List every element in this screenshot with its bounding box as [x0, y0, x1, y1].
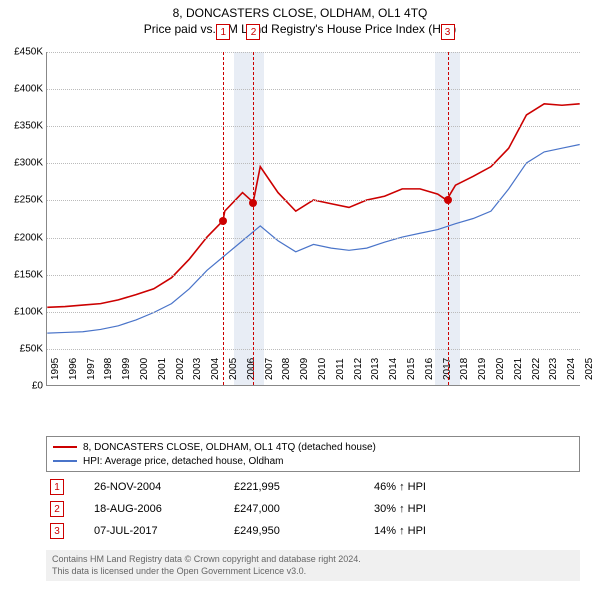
marker-line [448, 52, 449, 385]
x-axis-label: 2010 [317, 358, 328, 380]
marker-number-box: 3 [441, 24, 455, 40]
x-axis-label: 2020 [495, 358, 506, 380]
x-axis-label: 2009 [299, 358, 310, 380]
chart-container: 8, DONCASTERS CLOSE, OLDHAM, OL1 4TQ Pri… [0, 6, 600, 596]
x-axis-label: 2022 [531, 358, 542, 380]
gridline-h [47, 200, 580, 201]
gridline-h [47, 52, 580, 53]
gridline-h [47, 89, 580, 90]
y-axis-label: £200K [3, 232, 43, 243]
x-axis-label: 2007 [264, 358, 275, 380]
legend-row: HPI: Average price, detached house, Oldh… [53, 454, 573, 468]
legend-label: HPI: Average price, detached house, Oldh… [83, 456, 284, 467]
x-axis-label: 2019 [477, 358, 488, 380]
x-axis-label: 2016 [424, 358, 435, 380]
x-axis-label: 2015 [406, 358, 417, 380]
event-pct: 30% ↑ HPI [374, 503, 426, 515]
marker-point [444, 196, 452, 204]
legend-label: 8, DONCASTERS CLOSE, OLDHAM, OL1 4TQ (de… [83, 442, 376, 453]
footer-line2: This data is licensed under the Open Gov… [52, 566, 574, 578]
chart-series-svg [47, 52, 580, 385]
event-number-box: 3 [50, 523, 64, 539]
legend-swatch [53, 460, 77, 462]
x-axis-label: 2012 [353, 358, 364, 380]
event-pct: 14% ↑ HPI [374, 525, 426, 537]
x-axis-label: 2002 [175, 358, 186, 380]
marker-number-box: 2 [246, 24, 260, 40]
event-number-box: 1 [50, 479, 64, 495]
x-axis-label: 1996 [68, 358, 79, 380]
event-date: 07-JUL-2017 [94, 525, 234, 537]
x-axis-label: 2011 [335, 358, 346, 380]
series-line [47, 145, 579, 334]
event-pct: 46% ↑ HPI [374, 481, 426, 493]
x-axis-label: 1997 [86, 358, 97, 380]
event-price: £247,000 [234, 503, 374, 515]
x-axis-label: 2023 [548, 358, 559, 380]
gridline-h [47, 349, 580, 350]
y-axis-label: £400K [3, 84, 43, 95]
y-axis-label: £150K [3, 269, 43, 280]
series-line [47, 104, 579, 307]
y-axis-label: £100K [3, 306, 43, 317]
event-row: 1 26-NOV-2004£221,99546% ↑ HPI [46, 476, 580, 498]
marker-point [219, 217, 227, 225]
x-axis-label: 2018 [459, 358, 470, 380]
marker-line [253, 52, 254, 385]
gridline-h [47, 126, 580, 127]
event-date: 18-AUG-2006 [94, 503, 234, 515]
gridline-h [47, 312, 580, 313]
y-axis-label: £250K [3, 195, 43, 206]
x-axis-label: 1995 [50, 358, 61, 380]
chart-subtitle: Price paid vs. HM Land Registry's House … [0, 22, 600, 36]
event-row: 2 18-AUG-2006£247,00030% ↑ HPI [46, 498, 580, 520]
x-axis-label: 2024 [566, 358, 577, 380]
legend-row: 8, DONCASTERS CLOSE, OLDHAM, OL1 4TQ (de… [53, 440, 573, 454]
x-axis-label: 2025 [584, 358, 595, 380]
legend-swatch [53, 446, 77, 448]
event-price: £249,950 [234, 525, 374, 537]
x-axis-label: 2000 [139, 358, 150, 380]
marker-number-box: 1 [216, 24, 230, 40]
event-number-box: 2 [50, 501, 64, 517]
x-axis-label: 2006 [246, 358, 257, 380]
event-row: 3 07-JUL-2017£249,95014% ↑ HPI [46, 520, 580, 542]
y-axis-label: £450K [3, 47, 43, 58]
y-axis-label: £0 [3, 381, 43, 392]
chart-plot-area: £0£50K£100K£150K£200K£250K£300K£350K£400… [46, 52, 580, 386]
x-axis-label: 2008 [281, 358, 292, 380]
x-axis-label: 2014 [388, 358, 399, 380]
event-price: £221,995 [234, 481, 374, 493]
x-axis-label: 1998 [103, 358, 114, 380]
x-axis-label: 2021 [513, 358, 524, 380]
gridline-h [47, 238, 580, 239]
gridline-h [47, 275, 580, 276]
y-axis-label: £350K [3, 121, 43, 132]
event-table: 1 26-NOV-2004£221,99546% ↑ HPI 2 18-AUG-200… [46, 476, 580, 542]
legend-box: 8, DONCASTERS CLOSE, OLDHAM, OL1 4TQ (de… [46, 436, 580, 472]
x-axis-label: 1999 [121, 358, 132, 380]
footer-box: Contains HM Land Registry data © Crown c… [46, 550, 580, 581]
x-axis-label: 2004 [210, 358, 221, 380]
event-date: 26-NOV-2004 [94, 481, 234, 493]
x-axis-label: 2005 [228, 358, 239, 380]
y-axis-label: £50K [3, 343, 43, 354]
x-axis-label: 2003 [192, 358, 203, 380]
x-axis-label: 2013 [370, 358, 381, 380]
marker-point [249, 199, 257, 207]
x-axis-label: 2001 [157, 358, 168, 380]
gridline-h [47, 163, 580, 164]
chart-title: 8, DONCASTERS CLOSE, OLDHAM, OL1 4TQ [0, 6, 600, 20]
y-axis-label: £300K [3, 158, 43, 169]
footer-line1: Contains HM Land Registry data © Crown c… [52, 554, 574, 566]
